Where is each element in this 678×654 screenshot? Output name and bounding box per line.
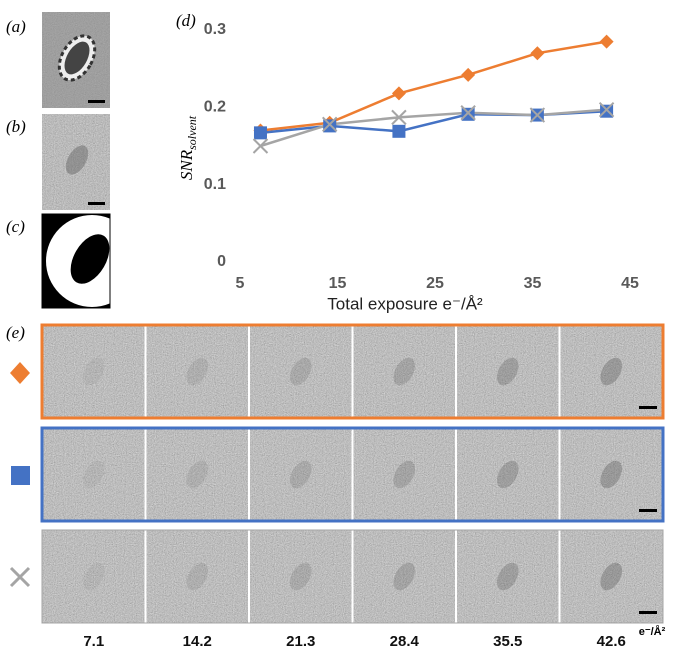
- particle: [496, 460, 519, 489]
- marker: [598, 101, 615, 118]
- panel-label: (e): [6, 323, 25, 342]
- particle: [186, 460, 209, 489]
- image-frame: [41, 213, 111, 309]
- y-axis-label: SNRsolvent: [177, 115, 199, 180]
- particle: [64, 41, 90, 75]
- plot: 0 0.1 0.2 0.3 5 15 25 35 45: [204, 21, 639, 292]
- particle: [186, 357, 209, 386]
- x-tick-label: 45: [621, 275, 639, 292]
- y-tick-label: 0.3: [204, 21, 226, 38]
- marker: [461, 107, 475, 121]
- y-axis-label-sub: solvent: [185, 115, 199, 150]
- particle: [289, 357, 312, 386]
- x-tick-label: 5: [236, 275, 245, 292]
- marker: [599, 34, 614, 49]
- particle: [289, 460, 312, 489]
- particle: [82, 460, 105, 489]
- row-frame: [40, 323, 665, 420]
- particle: [65, 145, 89, 175]
- exposure-label: 21.3: [286, 633, 315, 650]
- particle: [82, 357, 105, 386]
- panel-label: (c): [6, 217, 25, 236]
- legend-diamond: [10, 362, 30, 384]
- legend-square: [11, 466, 30, 485]
- x-axis-label: Total exposure e⁻/Å²: [327, 294, 483, 313]
- marker: [600, 104, 614, 118]
- unit-label: e⁻/Å²: [639, 625, 666, 638]
- particle: [600, 460, 623, 489]
- scale-bar: [639, 406, 657, 409]
- x-tick-label: 15: [329, 275, 347, 292]
- marker: [391, 86, 406, 101]
- panel-label: (a): [6, 17, 26, 36]
- image-rows: 7.1 14.2 21.3 28.4 35.5 42.6: [40, 323, 665, 650]
- y-tick-label: 0: [217, 253, 226, 270]
- legend-cross: [9, 566, 31, 588]
- image-noise: [42, 114, 110, 210]
- marker: [461, 67, 476, 82]
- marker: [529, 107, 546, 123]
- particle: [496, 562, 519, 591]
- particle: [600, 562, 623, 591]
- exposure-label: 28.4: [390, 633, 420, 650]
- series-line: [260, 108, 607, 148]
- marker: [391, 109, 407, 126]
- scale-bar: [639, 509, 657, 512]
- particle: [289, 562, 312, 591]
- particle: [393, 357, 416, 386]
- marker: [323, 119, 337, 133]
- svg-text:SNRsolvent: SNRsolvent: [177, 115, 199, 180]
- marker: [321, 116, 338, 133]
- particle: [600, 357, 623, 386]
- exposure-label: 7.1: [83, 633, 104, 650]
- exposure-label: 35.5: [493, 633, 522, 650]
- particle: [186, 562, 209, 591]
- marker: [253, 126, 267, 140]
- scale-bar: [88, 202, 105, 205]
- mask-particle: [70, 234, 110, 284]
- marker: [252, 138, 269, 154]
- panel-label: (d): [176, 11, 196, 30]
- y-tick-label: 0.2: [204, 99, 226, 116]
- panel-label: (b): [6, 117, 26, 136]
- particle: [393, 460, 416, 489]
- scale-bar: [639, 611, 657, 614]
- particle: [496, 357, 519, 386]
- row-frame: [40, 426, 665, 523]
- scale-bar: [88, 100, 105, 103]
- particle: [393, 562, 416, 591]
- marker: [530, 46, 545, 61]
- y-axis-label-main: SNR: [177, 149, 196, 180]
- exposure-label: 42.6: [597, 633, 626, 650]
- x-tick-label: 35: [524, 275, 542, 292]
- series-line: [260, 40, 607, 132]
- row-frame: [41, 529, 664, 624]
- marker: [392, 124, 406, 138]
- y-tick-label: 0.1: [204, 176, 226, 193]
- particle: [82, 562, 105, 591]
- marker: [460, 105, 476, 121]
- exposure-label: 14.2: [183, 633, 212, 650]
- x-tick-label: 25: [426, 275, 444, 292]
